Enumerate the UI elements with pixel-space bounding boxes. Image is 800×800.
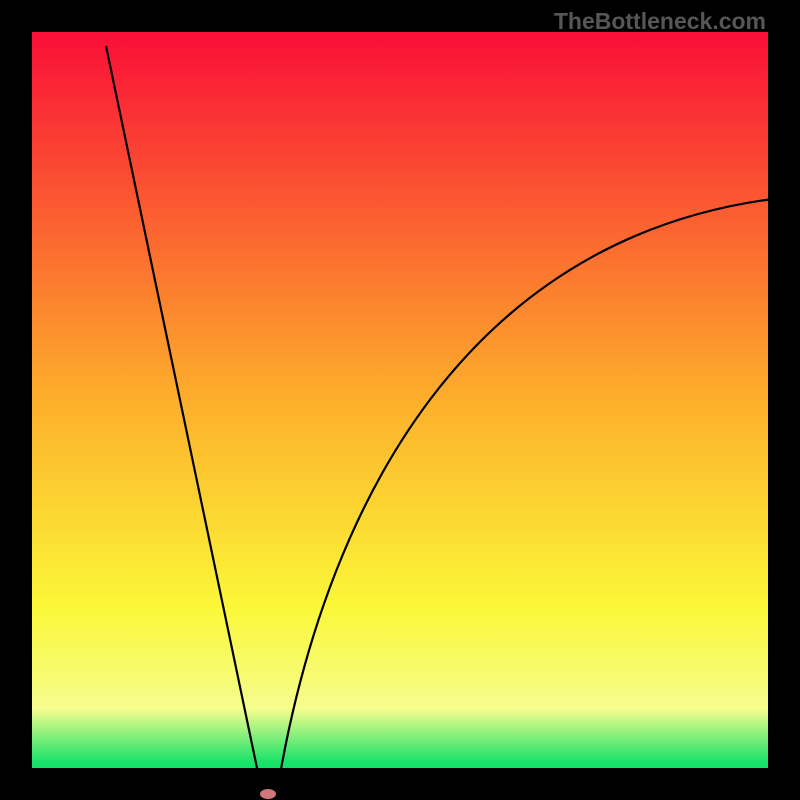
minimum-marker — [260, 789, 276, 799]
watermark-text: TheBottleneck.com — [554, 8, 766, 35]
chart-stage: TheBottleneck.com — [0, 0, 800, 800]
plot-area — [32, 32, 768, 768]
